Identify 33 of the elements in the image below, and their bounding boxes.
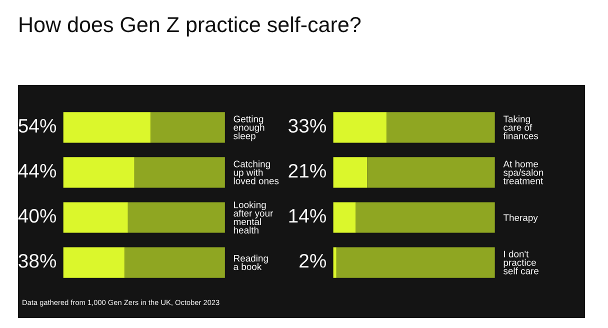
bar — [128, 202, 225, 233]
data-label: 38% — [18, 254, 56, 268]
y-tick-label: At home spa/salon treatment — [503, 160, 544, 184]
bar — [124, 247, 225, 278]
data-label: 44% — [18, 164, 56, 178]
y-tick-label: Looking after your mental health — [234, 201, 274, 234]
bar — [333, 157, 368, 188]
bar — [356, 202, 495, 233]
bar — [367, 157, 495, 188]
data-label: 33% — [288, 118, 326, 133]
bar — [63, 202, 128, 233]
chart-title: How does Gen Z practice self-care? — [20, 16, 361, 36]
y-tick-label: Getting enough sleep — [234, 115, 264, 142]
data-label: 54% — [18, 119, 56, 133]
bar — [386, 112, 495, 143]
y-tick-label: Catching up with loved ones — [234, 160, 279, 184]
data-label: 14% — [289, 209, 326, 223]
bar — [134, 157, 225, 188]
data-label: 21% — [288, 164, 326, 178]
bar — [63, 157, 134, 188]
bar — [333, 112, 387, 143]
bar — [336, 247, 495, 278]
y-tick-label: Taking care of finances — [503, 115, 538, 140]
bar — [63, 112, 151, 143]
bar — [333, 247, 336, 278]
bar — [63, 247, 125, 278]
y-tick-label: Therapy — [503, 214, 538, 223]
y-tick-label: I don't practice self care — [504, 250, 539, 274]
y-tick-label: Reading a book — [234, 254, 268, 270]
bar — [150, 112, 225, 143]
data-label: 2% — [300, 254, 326, 268]
bar — [333, 202, 356, 233]
data-label: 40% — [18, 208, 56, 223]
